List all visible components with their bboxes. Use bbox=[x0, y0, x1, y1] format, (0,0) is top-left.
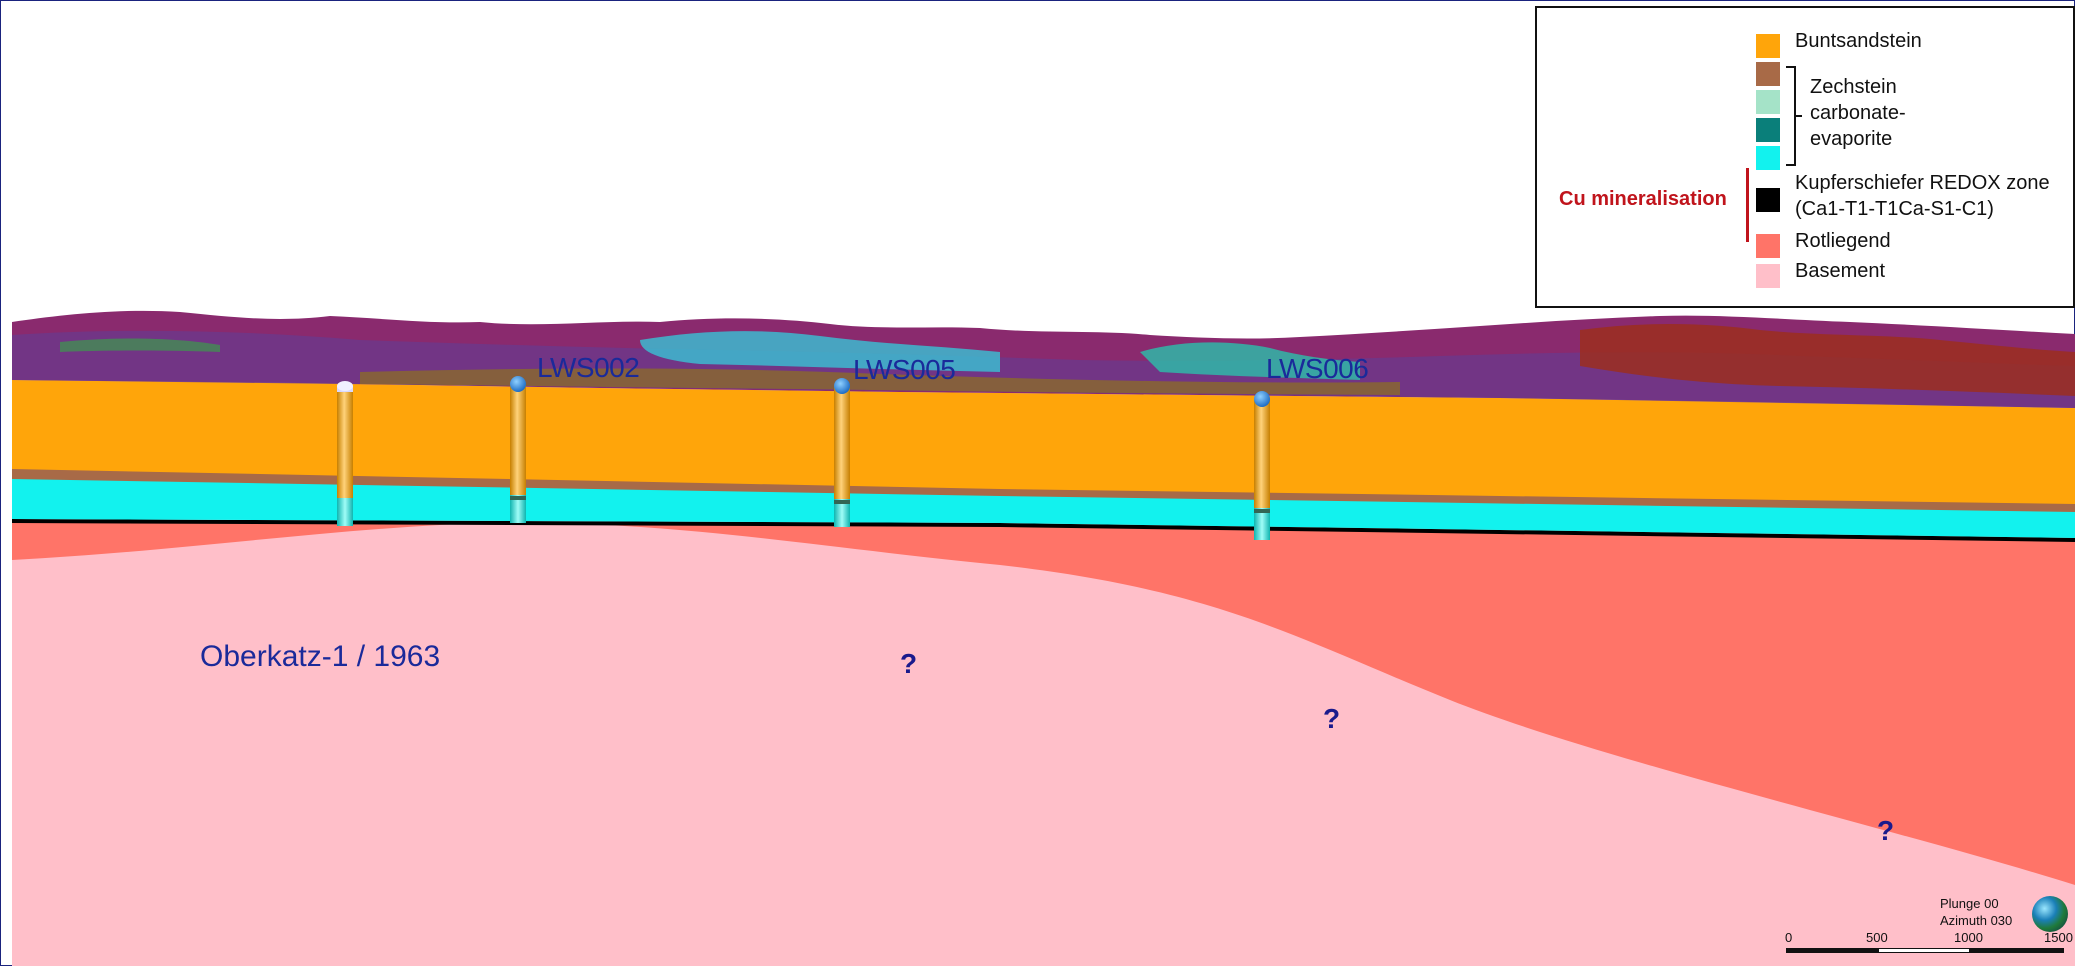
terrain-band-olive bbox=[360, 368, 1400, 395]
uncertainty-mark-2: ? bbox=[1323, 703, 1341, 734]
scale-label-500: 500 bbox=[1866, 930, 1888, 945]
plunge-readout: Plunge 00 bbox=[1940, 896, 1999, 911]
scale-label-1500: 1500 bbox=[2044, 930, 2073, 945]
well-label-lws002: LWS002 bbox=[537, 352, 640, 383]
legend-label-zechstein: Zechstein carbonate- evaporite bbox=[1810, 76, 1906, 150]
scale-bar bbox=[1786, 948, 2064, 954]
kupferschiefer-layer bbox=[12, 519, 2075, 542]
historic-well-label: Oberkatz-1 / 1963 bbox=[200, 640, 441, 673]
legend-label-rotliegend: Rotliegend bbox=[1795, 230, 1891, 252]
zechstein-cyan-layer bbox=[12, 478, 2075, 538]
terrain-band-teal bbox=[1140, 342, 1360, 380]
scale-segment-2 bbox=[1878, 948, 1970, 953]
legend-label-kupferschiefer: Kupferschiefer REDOX zone (Ca1-T1-T1Ca-S… bbox=[1795, 172, 2050, 220]
well-label-lws005: LWS005 bbox=[853, 354, 956, 385]
well-lws002 bbox=[510, 376, 526, 523]
legend-swatch-basement bbox=[1756, 264, 1780, 288]
legend-swatch-zechstein-light-green bbox=[1756, 90, 1780, 114]
legend-swatch-zechstein-cyan bbox=[1756, 146, 1780, 170]
scale-label-0: 0 bbox=[1785, 930, 1793, 945]
well-oberkatz bbox=[337, 381, 353, 526]
terrain-band-purple bbox=[12, 330, 2075, 408]
terrain-band-green bbox=[60, 338, 220, 352]
scale-segment-1 bbox=[1786, 948, 1878, 953]
legend-swatch-kupferschiefer bbox=[1756, 188, 1780, 212]
zechstein-brace bbox=[1786, 66, 1796, 166]
uncertainty-mark-1: ? bbox=[900, 648, 918, 679]
scale-label-1000: 1000 bbox=[1954, 930, 1983, 945]
legend: Buntsandstein Zechstein carbonate- evapo… bbox=[1535, 6, 2075, 308]
well-lws006 bbox=[1254, 391, 1270, 540]
legend-swatch-buntsandstein bbox=[1756, 34, 1780, 58]
legend-label-basement: Basement bbox=[1795, 260, 1886, 282]
legend-swatch-zechstein-brown bbox=[1756, 62, 1780, 86]
azimuth-readout: Azimuth 030 bbox=[1940, 913, 2013, 928]
well-lws005 bbox=[834, 378, 850, 527]
legend-swatch-zechstein-teal bbox=[1756, 118, 1780, 142]
buntsandstein-layer bbox=[12, 380, 2075, 504]
rotliegend-layer bbox=[12, 520, 2075, 885]
globe-icon[interactable] bbox=[2032, 896, 2068, 932]
zechstein-brace-tick bbox=[1796, 115, 1802, 117]
scale-segment-3 bbox=[1970, 948, 2064, 953]
cu-mineralisation-label: Cu mineralisation bbox=[1559, 188, 1727, 210]
terrain-band-red bbox=[1580, 324, 2075, 396]
terrain-band-cyan bbox=[640, 331, 1000, 372]
orientation-hud: Plunge 00 Azimuth 030 0 500 1000 1500 bbox=[1780, 894, 2073, 964]
cu-mineralisation-bar bbox=[1746, 168, 1749, 242]
legend-swatch-rotliegend bbox=[1756, 234, 1780, 258]
well-label-lws006: LWS006 bbox=[1266, 353, 1369, 384]
uncertainty-mark-3: ? bbox=[1877, 815, 1895, 846]
legend-label-buntsandstein: Buntsandstein bbox=[1795, 30, 1922, 52]
